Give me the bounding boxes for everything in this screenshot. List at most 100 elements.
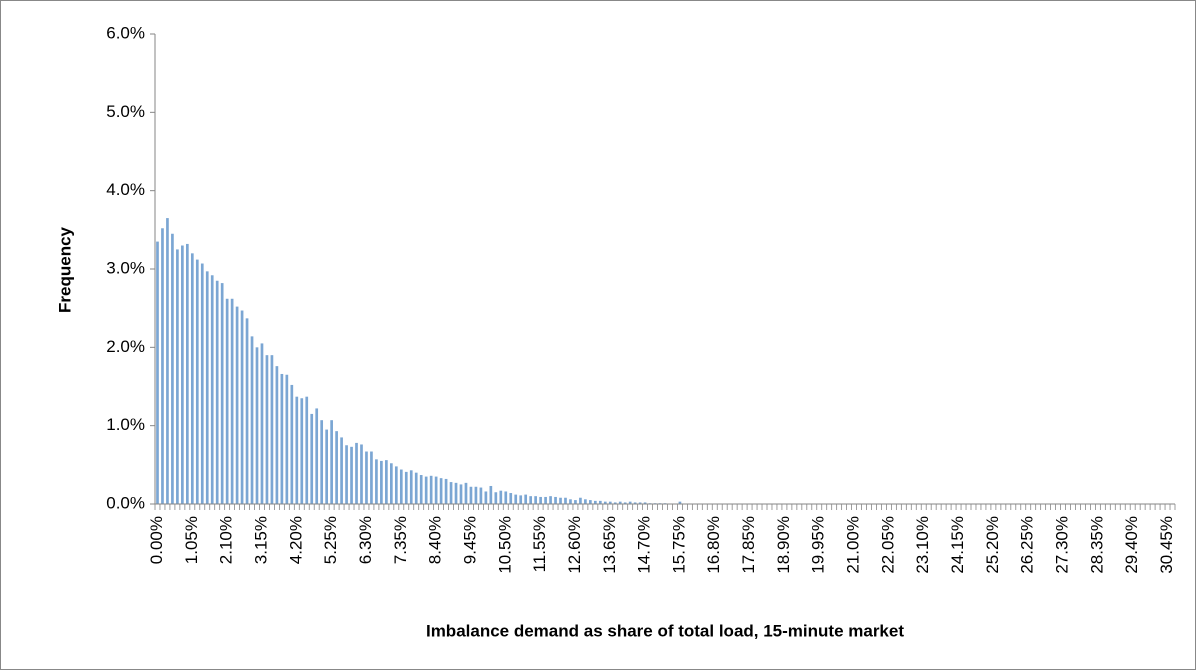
bar	[389, 463, 393, 504]
bar	[265, 355, 269, 504]
y-tick-label: 6.0%	[106, 23, 145, 42]
bar	[335, 431, 338, 504]
x-tick-label: 3.15%	[251, 516, 270, 564]
x-tick-label: 28.35%	[1087, 516, 1106, 574]
bar	[613, 502, 617, 504]
bar	[603, 501, 607, 504]
x-tick-label: 19.95%	[809, 516, 828, 574]
bar	[439, 478, 443, 504]
bar	[404, 471, 408, 504]
bar	[529, 496, 533, 504]
bar	[355, 442, 358, 504]
bar	[245, 318, 249, 504]
bar	[509, 493, 513, 504]
bar	[454, 482, 458, 504]
bar	[350, 446, 353, 504]
bar	[643, 502, 647, 504]
x-tick-label: 29.40%	[1122, 516, 1141, 574]
bar	[225, 298, 229, 504]
bar	[494, 492, 498, 504]
bar	[285, 374, 289, 504]
bar	[549, 496, 552, 504]
bar	[345, 445, 348, 504]
bar	[375, 459, 378, 504]
bar	[638, 502, 642, 504]
bar	[220, 283, 224, 504]
bar	[171, 233, 174, 504]
bar	[166, 218, 169, 505]
bar	[444, 478, 448, 504]
bar	[579, 497, 582, 504]
bar	[270, 355, 274, 504]
y-tick-label: 1.0%	[106, 415, 145, 434]
bar	[524, 494, 528, 504]
bar	[360, 444, 363, 504]
bar	[459, 484, 463, 504]
bar	[305, 396, 309, 504]
x-tick-label: 21.00%	[844, 516, 863, 574]
bar	[215, 280, 219, 504]
bar	[365, 451, 368, 504]
bar	[325, 429, 329, 504]
x-tick-label: 10.50%	[495, 516, 514, 574]
bar	[295, 396, 299, 504]
bar	[589, 500, 592, 504]
bar	[559, 497, 562, 504]
bar	[370, 451, 373, 504]
bar	[399, 469, 403, 504]
bar	[185, 243, 189, 504]
x-axis-title: Imbalance demand as share of total load,…	[426, 621, 904, 640]
x-tick-label: 11.55%	[530, 516, 549, 572]
bar	[519, 495, 523, 504]
x-tick-label: 5.25%	[321, 516, 340, 564]
bar	[300, 398, 304, 504]
x-tick-label: 7.35%	[391, 516, 410, 564]
x-tick-label: 23.10%	[913, 516, 932, 574]
bar	[479, 487, 483, 504]
bar	[593, 500, 597, 504]
bar	[514, 494, 518, 504]
bar	[678, 501, 682, 504]
bar	[419, 475, 423, 504]
x-tick-label: 30.45%	[1157, 516, 1176, 574]
bar	[584, 499, 587, 504]
bar	[449, 482, 453, 504]
bar	[504, 491, 508, 504]
bar	[380, 460, 383, 504]
bar	[484, 491, 488, 504]
bar	[539, 496, 542, 504]
bar	[474, 486, 478, 504]
y-axis-title: Frequency	[55, 226, 74, 313]
y-tick-label: 2.0%	[106, 337, 145, 356]
bar	[628, 501, 632, 504]
x-tick-label: 14.70%	[635, 516, 654, 574]
bar	[340, 437, 343, 504]
bar	[469, 486, 473, 504]
bar	[544, 496, 547, 504]
bar	[290, 384, 294, 504]
bar	[534, 496, 537, 504]
y-tick-label: 5.0%	[106, 102, 145, 121]
x-tick-label: 2.10%	[217, 516, 236, 564]
bar	[230, 298, 234, 504]
bar	[190, 253, 194, 504]
bar	[394, 466, 398, 504]
bar	[210, 275, 214, 504]
x-tick-label: 13.65%	[600, 516, 619, 574]
bar	[569, 499, 572, 504]
x-tick-label: 4.20%	[286, 516, 305, 564]
x-tick-label: 8.40%	[426, 516, 445, 564]
bar	[598, 500, 602, 504]
x-tick-label: 9.45%	[460, 516, 479, 564]
bar	[156, 241, 159, 505]
x-tick-label: 17.85%	[739, 516, 758, 574]
x-tick-label: 22.05%	[878, 516, 897, 574]
x-tick-label: 25.20%	[983, 516, 1002, 574]
bar	[618, 501, 622, 504]
bar	[464, 482, 468, 504]
bar	[330, 420, 333, 504]
y-tick-label: 4.0%	[106, 180, 145, 199]
bar	[240, 310, 244, 504]
bar	[280, 373, 284, 504]
